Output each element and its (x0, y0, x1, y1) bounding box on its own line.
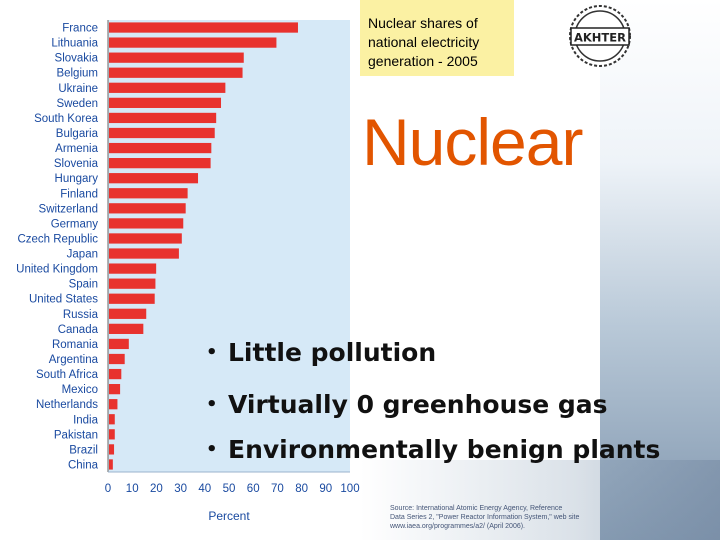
x-tick-label: 90 (319, 483, 332, 495)
bar-belgium (109, 67, 243, 78)
category-label: India (73, 414, 99, 426)
x-tick-label: 100 (340, 483, 359, 495)
bar-slovakia (109, 52, 244, 63)
bar-russia (109, 308, 147, 319)
category-label: China (68, 459, 99, 471)
x-tick-label: 20 (150, 483, 163, 495)
category-label: South Africa (36, 369, 99, 381)
bullet-item: • Virtually 0 greenhouse gas (206, 390, 608, 419)
category-label: Bulgaria (56, 128, 99, 140)
x-tick-label: 70 (271, 483, 284, 495)
bar-mexico (109, 384, 121, 395)
plot-area (108, 20, 350, 472)
bar-china (109, 459, 113, 470)
bar-lithuania (109, 37, 277, 48)
category-label: Ukraine (58, 83, 98, 95)
category-label: Russia (63, 309, 99, 321)
category-label: Slovakia (55, 53, 99, 65)
category-label: Brazil (69, 444, 98, 456)
category-label: Canada (58, 324, 99, 336)
bullet-dot-icon: • (206, 342, 218, 363)
bar-slovenia (109, 158, 211, 169)
bar-romania (109, 338, 129, 350)
bar-finland (109, 188, 188, 199)
bar-india (109, 414, 115, 425)
bar-germany (109, 218, 184, 229)
bullet-item: • Environmentally benign plants (206, 435, 660, 464)
bar-armenia (109, 142, 212, 154)
bar-netherlands (109, 399, 118, 410)
bar-south-korea (109, 112, 217, 124)
category-label: Switzerland (39, 203, 98, 215)
x-tick-label: 10 (126, 483, 139, 495)
category-label: Lithuania (51, 38, 98, 50)
chart-caption-box: Nuclear shares of national electricity g… (360, 0, 514, 76)
bar-united-states (109, 293, 155, 304)
caption-line-2: national electricity (368, 34, 480, 50)
x-tick-label: 40 (198, 483, 211, 495)
x-tick-label: 60 (247, 483, 260, 495)
category-label: Argentina (49, 354, 99, 366)
source-line-1: Source: International Atomic Energy Agen… (390, 505, 563, 512)
x-tick-label: 80 (295, 483, 308, 495)
background-solar-panel-bottom (360, 460, 720, 540)
x-tick-label: 50 (223, 483, 236, 495)
bar-switzerland (109, 203, 186, 214)
x-axis-label: Percent (208, 509, 250, 523)
category-label: United States (29, 294, 98, 306)
x-tick-label: 30 (174, 483, 187, 495)
logo-text: AKHTER (574, 31, 626, 45)
bullet-item: • Little pollution (206, 338, 436, 367)
slide-title: Nuclear (362, 105, 583, 179)
category-label: United Kingdom (16, 264, 98, 276)
category-label: Romania (52, 339, 99, 351)
bar-spain (109, 278, 156, 289)
bar-hungary (109, 173, 199, 184)
category-label: Czech Republic (17, 233, 98, 245)
bar-pakistan (109, 429, 115, 440)
category-label: Japan (67, 249, 98, 261)
caption-line-1: Nuclear shares of (368, 15, 478, 31)
category-label: Armenia (55, 143, 98, 155)
bullet-text: Virtually 0 greenhouse gas (228, 390, 608, 419)
category-label: Mexico (62, 384, 98, 396)
bar-czech-republic (109, 233, 182, 244)
category-label: Belgium (56, 68, 98, 80)
category-label: France (62, 23, 98, 35)
category-label: Hungary (55, 173, 99, 185)
bar-ukraine (109, 82, 226, 93)
bullet-dot-icon: • (206, 439, 218, 460)
category-label: Slovenia (54, 158, 99, 170)
bar-brazil (109, 444, 115, 455)
category-label: Germany (51, 218, 99, 230)
caption-line-3: generation - 2005 (368, 53, 478, 69)
category-label: Finland (60, 188, 98, 200)
bullet-text: Little pollution (228, 338, 437, 367)
category-label: Spain (69, 279, 98, 291)
bullet-text: Environmentally benign plants (228, 435, 661, 464)
x-tick-label: 0 (105, 483, 111, 495)
bar-bulgaria (109, 127, 215, 139)
bar-sweden (109, 97, 222, 108)
bar-argentina (109, 353, 125, 365)
akhter-logo: AKHTER (569, 5, 631, 67)
bullet-dot-icon: • (206, 394, 218, 415)
bar-france (109, 22, 298, 33)
category-label: Sweden (56, 98, 98, 110)
category-label: South Korea (34, 113, 99, 125)
category-label: Pakistan (54, 429, 98, 441)
bar-south-africa (109, 368, 122, 380)
bar-japan (109, 248, 179, 259)
bar-canada (109, 323, 144, 334)
category-label: Netherlands (36, 399, 98, 411)
background-solar-panel-image (600, 0, 720, 540)
source-line-2: Data Series 2, "Power Reactor Informatio… (390, 514, 580, 521)
source-citation: Source: International Atomic Energy Agen… (390, 504, 610, 531)
source-line-3: www.iaea.org/programmes/a2/ (April 2006)… (390, 523, 526, 530)
bar-united-kingdom (109, 263, 157, 274)
